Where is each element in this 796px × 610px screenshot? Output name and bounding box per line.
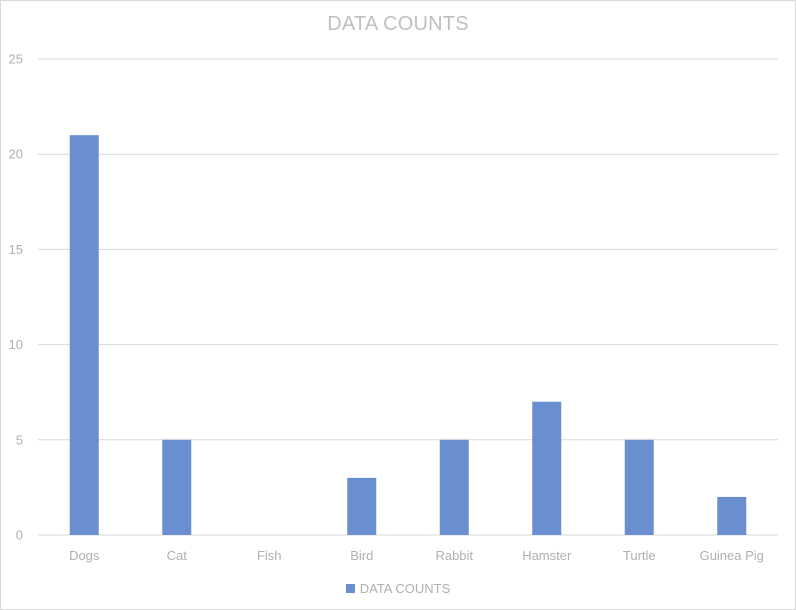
- y-tick-label: 5: [16, 432, 23, 447]
- x-tick-label: Rabbit: [435, 548, 473, 563]
- x-tick-label: Dogs: [69, 548, 100, 563]
- bar-guinea-pig: [717, 496, 747, 535]
- bar-hamster: [532, 401, 562, 535]
- bar-turtle: [624, 439, 654, 535]
- y-tick-label: 20: [9, 147, 23, 162]
- y-tick-label: 25: [9, 52, 23, 67]
- bar-dogs: [69, 135, 99, 535]
- x-tick-label: Hamster: [522, 548, 572, 563]
- x-tick-label: Bird: [350, 548, 373, 563]
- legend-label: DATA COUNTS: [359, 581, 451, 596]
- x-tick-label: Cat: [167, 548, 188, 563]
- bar-rabbit: [439, 439, 469, 535]
- bar-bird: [347, 477, 377, 535]
- x-tick-label: Turtle: [623, 548, 656, 563]
- y-tick-label: 10: [9, 337, 23, 352]
- chart-title: DATA COUNTS: [327, 13, 469, 35]
- y-tick-label: 0: [16, 528, 23, 543]
- x-tick-label: Guinea Pig: [700, 548, 764, 563]
- legend-swatch: [345, 584, 355, 593]
- chart-legend: DATA COUNTS: [1, 581, 795, 596]
- bar-cat: [162, 439, 192, 535]
- y-tick-label: 15: [9, 242, 23, 257]
- x-tick-label: Fish: [257, 548, 282, 563]
